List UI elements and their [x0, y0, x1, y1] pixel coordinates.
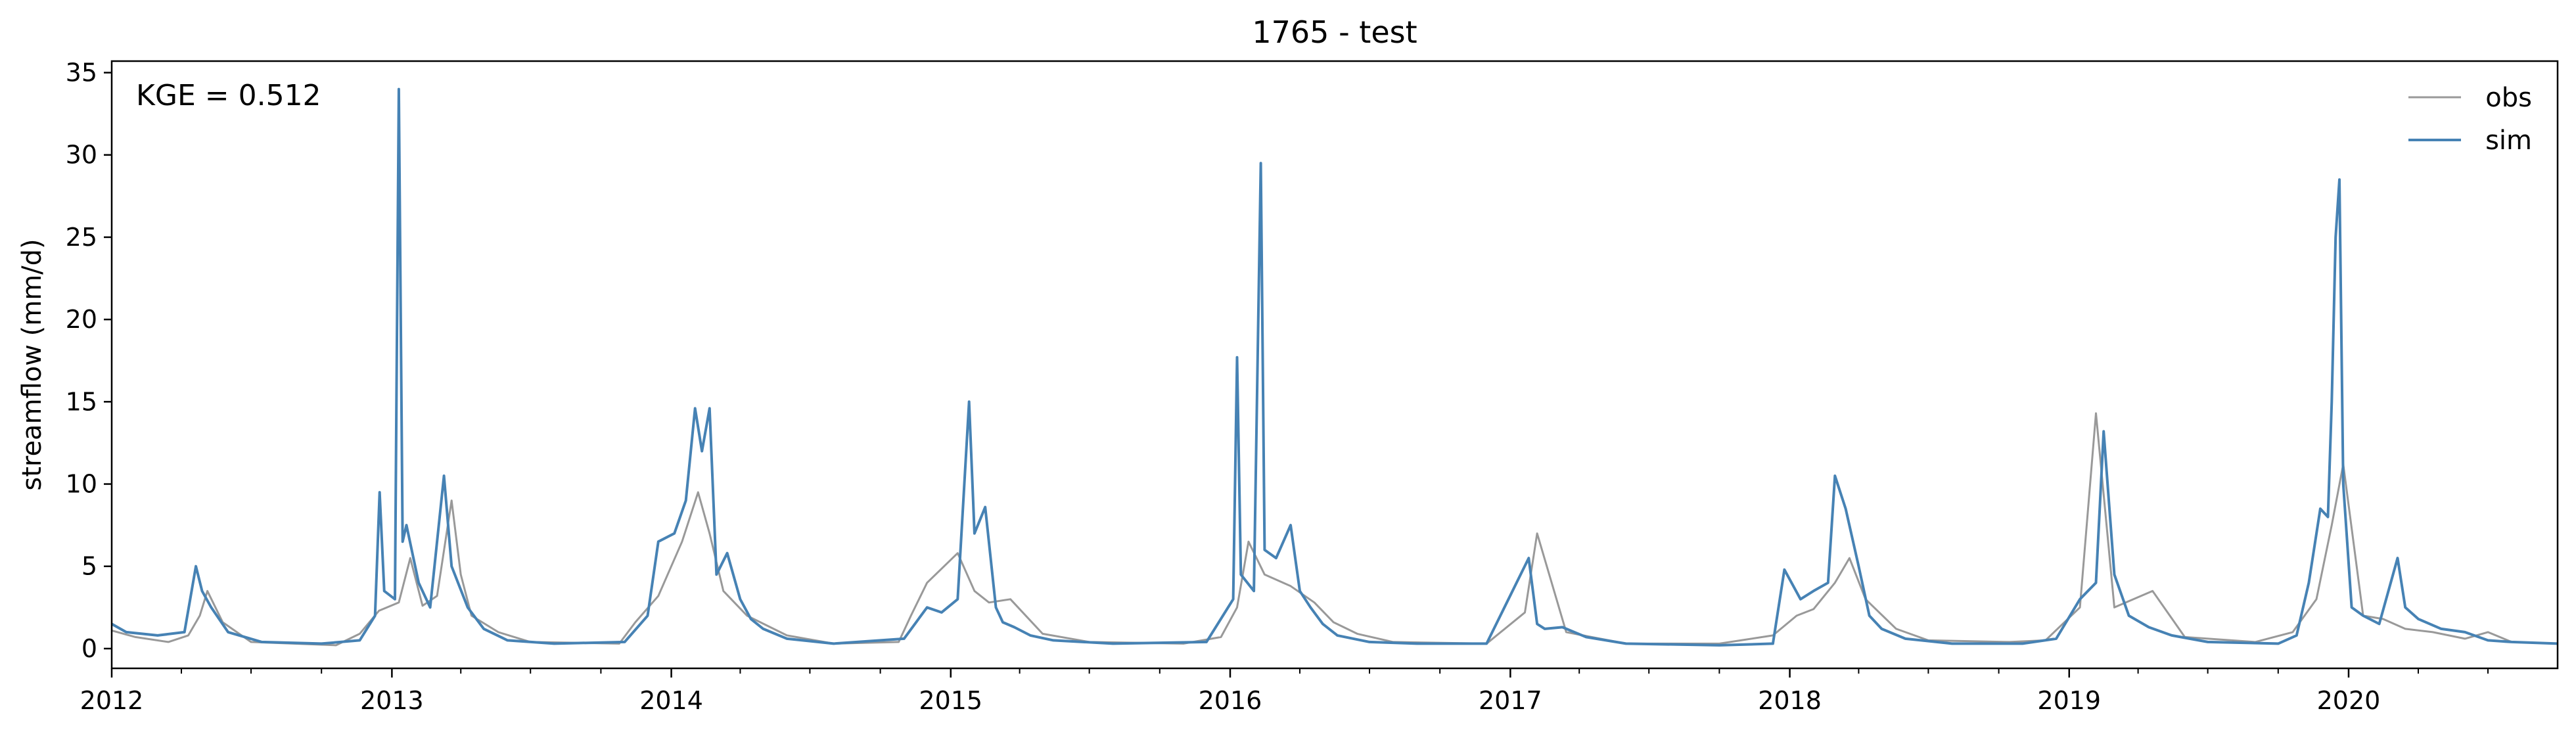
plot-area [110, 60, 2559, 670]
y-tick-label: 15 [66, 387, 97, 416]
y-tick-label: 30 [66, 141, 97, 170]
y-axis-label: streamflow (mm/d) [17, 239, 47, 490]
legend-label-sim: sim [2485, 126, 2532, 156]
y-tick-label: 35 [66, 58, 97, 87]
x-tick-label: 2017 [1479, 686, 1542, 715]
y-tick-label: 0 [81, 634, 97, 663]
legend-label-obs: obs [2485, 83, 2532, 113]
legend: obs sim [2408, 83, 2532, 156]
y-tick-label: 10 [66, 470, 97, 499]
x-tick-label: 2019 [2037, 686, 2101, 715]
y-tick-label: 5 [81, 552, 97, 581]
x-tick-label: 2020 [2317, 686, 2381, 715]
x-tick-label: 2012 [80, 686, 144, 715]
x-tick-label: 2014 [639, 686, 703, 715]
chart-title: 1765 - test [1252, 14, 1417, 50]
series-line-obs [112, 412, 2558, 647]
x-tick-label: 2015 [919, 686, 982, 715]
y-tick-label: 20 [66, 305, 97, 334]
kge-annotation: KGE = 0.512 [136, 79, 321, 112]
x-tick-label: 2018 [1758, 686, 1822, 715]
x-tick-label: 2016 [1199, 686, 1262, 715]
y-tick-label: 25 [66, 223, 97, 252]
series-line-sim [112, 87, 2558, 647]
x-tick-label: 2013 [360, 686, 424, 715]
